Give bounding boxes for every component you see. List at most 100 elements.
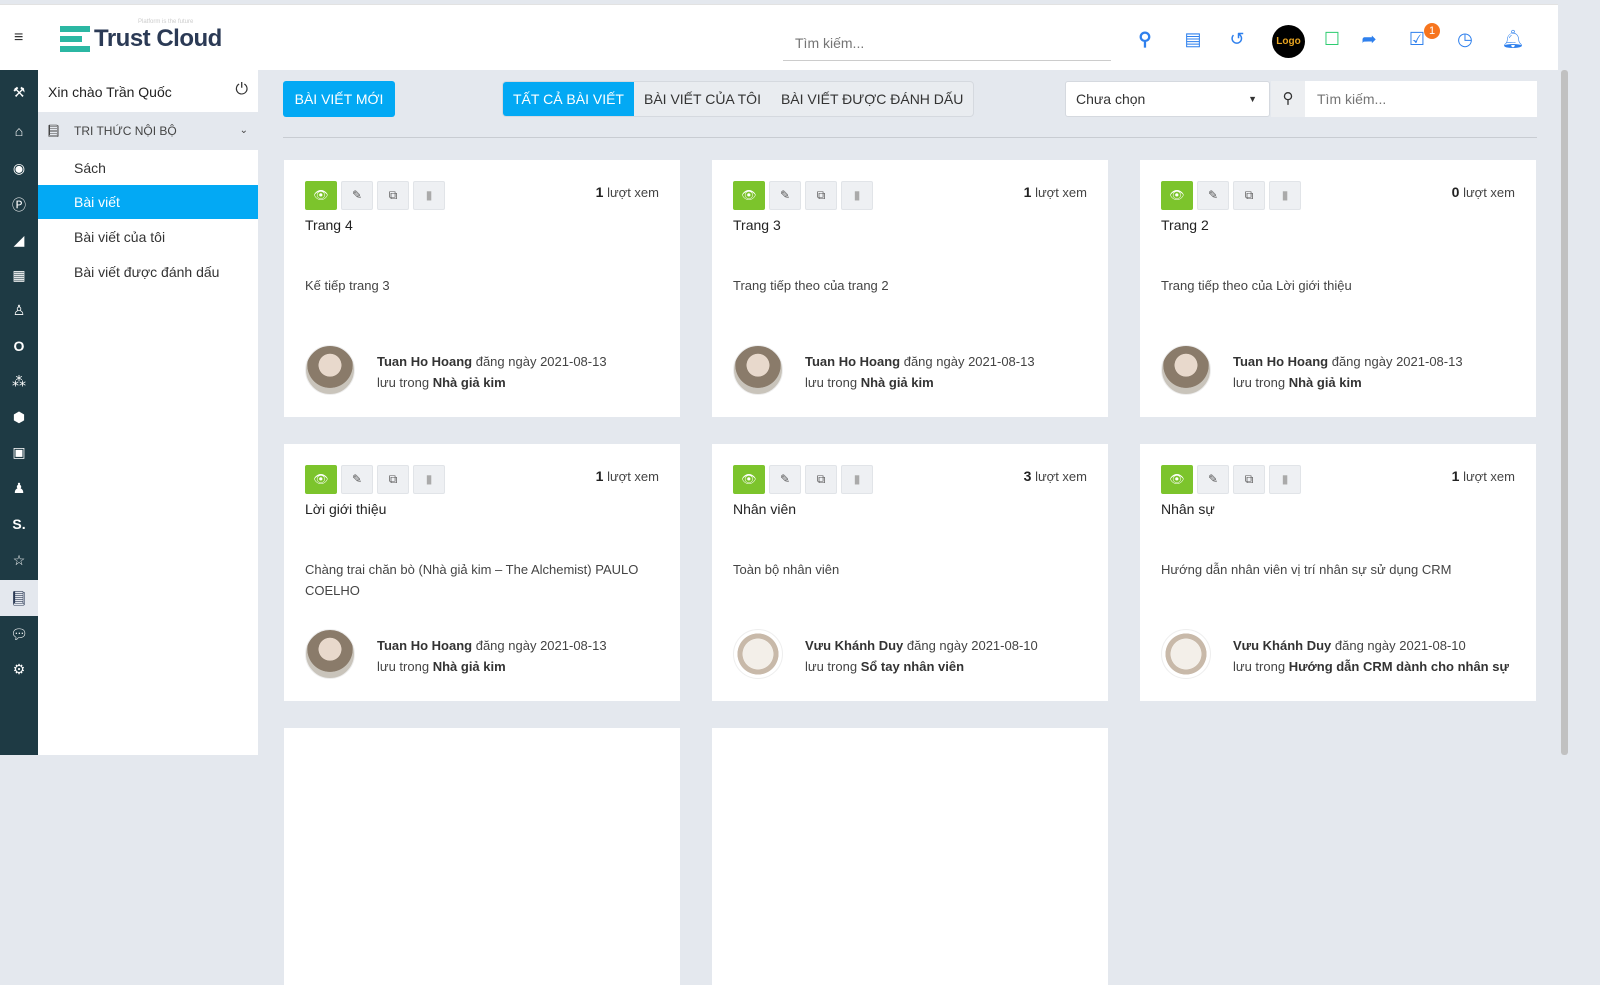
logo[interactable]: Trust Cloud Platform is the future — [60, 19, 222, 53]
post-title[interactable]: Trang 4 — [305, 217, 353, 233]
cube-icon[interactable]: ⬢ — [12, 409, 26, 425]
view-button[interactable]: 👁︎ — [733, 181, 765, 210]
post-date: 2021-08-13 — [1396, 354, 1463, 369]
post-card[interactable]: 👁︎ ✎ ⧉ ▮ 1 lượt xem Lời giới thiệu Chàng… — [284, 444, 680, 701]
edit-button[interactable]: ✎ — [341, 181, 373, 210]
post-card[interactable]: 👁︎ ✎ ⧉ ▮ 3 lượt xem Nhân viên Toàn bộ nh… — [712, 444, 1108, 701]
chart-area-icon[interactable]: ◢ — [13, 232, 25, 248]
clock-icon[interactable]: ◷ — [1457, 29, 1473, 49]
post-card[interactable]: 👁︎ ✎ ⧉ ▮ 1 lượt xem Nhân sự Hướng dẫn nh… — [1140, 444, 1536, 701]
opera-icon[interactable]: O — [13, 338, 25, 354]
view-button[interactable]: 👁︎ — [305, 465, 337, 494]
user-doctor-icon[interactable]: ♙ — [12, 302, 26, 318]
post-search-input[interactable] — [1305, 81, 1537, 117]
cubes-icon[interactable]: ⁂ — [12, 373, 26, 389]
calendar-icon[interactable]: ▦ — [12, 267, 26, 283]
post-card[interactable]: 👁︎ ✎ ⧉ ▮ 1 lượt xem Trang 3 Trang tiếp t… — [712, 160, 1108, 417]
view-count: 0 lượt xem — [1452, 184, 1515, 200]
task-check-icon[interactable]: ☑ — [1408, 29, 1426, 49]
author-avatar — [733, 345, 783, 395]
book-name[interactable]: Nhà giả kim — [860, 375, 934, 390]
bookmark-button[interactable]: ▮ — [413, 465, 445, 494]
sidebar-item-posts[interactable]: Bài viết — [38, 185, 258, 219]
views-label: lượt xem — [1463, 185, 1515, 200]
copy-button[interactable]: ⧉ — [377, 181, 409, 210]
avatar[interactable]: Logo — [1272, 25, 1305, 58]
book-name[interactable]: Nhà giả kim — [1288, 375, 1362, 390]
search-button[interactable]: ⚲ — [1271, 81, 1305, 117]
view-button[interactable]: 👁︎ — [1161, 181, 1193, 210]
sidebar-item-my-posts[interactable]: Bài viết của tôi — [74, 229, 166, 245]
user-circle-icon[interactable]: ◉ — [12, 160, 26, 176]
power-icon[interactable]: ⏻ — [235, 81, 248, 98]
menu-toggle-icon[interactable]: ≡ — [14, 29, 24, 46]
post-title[interactable]: Trang 3 — [733, 217, 781, 233]
edit-button[interactable]: ✎ — [1197, 181, 1229, 210]
copy-button[interactable]: ⧉ — [1233, 465, 1265, 494]
sidebar-group-knowledge[interactable]: 📘︎ TRI THỨC NỘI BỘ ⌄ — [38, 112, 258, 150]
post-card[interactable]: 👁︎ ✎ ⧉ ▮ 0 lượt xem Trang 2 Trang tiếp t… — [1140, 160, 1536, 417]
edit-button[interactable]: ✎ — [1197, 465, 1229, 494]
post-card-partial — [712, 728, 1108, 985]
edit-button[interactable]: ✎ — [341, 465, 373, 494]
sidebar-item-books[interactable]: Sách — [74, 160, 106, 176]
id-card-icon[interactable]: ▤ — [1184, 29, 1202, 49]
views-label: lượt xem — [1035, 185, 1087, 200]
post-description: Trang tiếp theo của trang 2 — [733, 278, 889, 293]
chat-user-icon[interactable]: ☐ — [1323, 29, 1341, 49]
post-meta: Vưu Khánh Duy đăng ngày 2021-08-10 lưu tr… — [805, 635, 1038, 677]
money-icon[interactable]: ▣ — [12, 444, 26, 460]
edit-button[interactable]: ✎ — [769, 181, 801, 210]
edit-button[interactable]: ✎ — [769, 465, 801, 494]
home-icon[interactable]: ⌂ — [14, 123, 24, 139]
star-icon[interactable]: ☆ — [12, 552, 26, 568]
book-icon[interactable]: 📘︎ — [0, 580, 38, 616]
post-title[interactable]: Trang 2 — [1161, 217, 1209, 233]
tab-all-posts[interactable]: TẤT CẢ BÀI VIẾT — [503, 82, 634, 116]
view-button[interactable]: 👁︎ — [1161, 465, 1193, 494]
parking-icon[interactable]: Ⓟ — [12, 197, 26, 213]
bookmark-button[interactable]: ▮ — [1269, 465, 1301, 494]
views-label: lượt xem — [607, 469, 659, 484]
category-select[interactable]: Chưa chọn ▼ — [1065, 81, 1270, 117]
history-icon[interactable]: ↺ — [1229, 29, 1245, 49]
bell-icon[interactable]: 🔔︎ — [1501, 29, 1525, 49]
scrollbar[interactable] — [1561, 70, 1568, 755]
saved-label: lưu trong — [1233, 659, 1286, 674]
post-card[interactable]: 👁︎ ✎ ⧉ ▮ 1 lượt xem Trang 4 Kế tiếp tran… — [284, 160, 680, 417]
view-button[interactable]: 👁︎ — [733, 465, 765, 494]
copy-button[interactable]: ⧉ — [805, 465, 837, 494]
gavel-icon[interactable]: ⚒ — [12, 84, 26, 100]
book-name[interactable]: Nhà giả kim — [432, 659, 506, 674]
tab-my-posts[interactable]: BÀI VIẾT CỦA TÔI — [644, 91, 761, 107]
book-name[interactable]: Hướng dẫn CRM dành cho nhân sự — [1288, 659, 1509, 674]
group-label: TRI THỨC NỘI BỘ — [74, 124, 177, 138]
book-name[interactable]: Nhà giả kim — [432, 375, 506, 390]
search-icon[interactable]: ⚲ — [1138, 29, 1152, 49]
cogs-icon[interactable]: ⚙ — [12, 661, 26, 677]
tab-bookmarked-posts[interactable]: BÀI VIẾT ĐƯỢC ĐÁNH DẤU — [780, 91, 964, 107]
bookmark-button[interactable]: ▮ — [841, 465, 873, 494]
post-title[interactable]: Nhân sự — [1161, 501, 1215, 517]
s-icon[interactable]: S. — [12, 516, 26, 532]
user-icon[interactable]: ♟ — [12, 480, 26, 496]
share-icon[interactable]: ➦ — [1361, 29, 1377, 49]
bookmark-button[interactable]: ▮ — [841, 181, 873, 210]
copy-button[interactable]: ⧉ — [377, 465, 409, 494]
comments-icon[interactable]: 💬︎ — [10, 626, 28, 642]
post-title[interactable]: Nhân viên — [733, 501, 797, 517]
post-description: Hướng dẫn nhân viên vị trí nhân sự sử dụ… — [1161, 562, 1452, 577]
copy-button[interactable]: ⧉ — [1233, 181, 1265, 210]
view-button[interactable]: 👁︎ — [305, 181, 337, 210]
post-title[interactable]: Lời giới thiệu — [305, 501, 387, 517]
bookmark-button[interactable]: ▮ — [1269, 181, 1301, 210]
bookmark-button[interactable]: ▮ — [413, 181, 445, 210]
global-search-input[interactable] — [783, 25, 1111, 61]
copy-button[interactable]: ⧉ — [805, 181, 837, 210]
book-name[interactable]: Sổ tay nhân viên — [860, 659, 965, 674]
new-post-button[interactable]: BÀI VIẾT MỚI — [283, 81, 395, 117]
post-description: Trang tiếp theo của Lời giới thiệu — [1161, 278, 1352, 293]
author-avatar — [1161, 629, 1211, 679]
sidebar: Xin chào Trần Quốc ⏻ 📘︎ TRI THỨC NỘI BỘ … — [38, 70, 258, 755]
sidebar-item-bookmarked[interactable]: Bài viết được đánh dấu — [74, 264, 220, 280]
